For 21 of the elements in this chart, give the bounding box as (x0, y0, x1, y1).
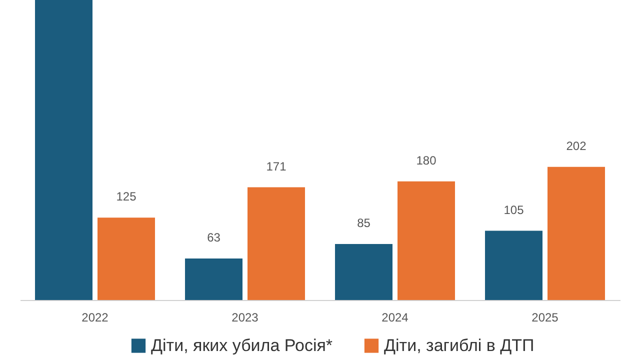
data-label: 171 (266, 159, 287, 174)
x-tick-label: 2025 (532, 310, 559, 324)
data-label: 202 (566, 138, 587, 153)
data-label: 125 (116, 190, 137, 204)
data-label: 105 (504, 202, 524, 217)
bar (485, 230, 542, 300)
bar (335, 244, 392, 300)
x-tick-label: 2022 (82, 310, 109, 324)
bar (548, 166, 605, 300)
bar (35, 0, 92, 300)
bar (98, 218, 155, 300)
data-label: 85 (357, 216, 371, 230)
data-label: 180 (416, 153, 437, 168)
bar (398, 181, 455, 300)
x-tick-label: 2024 (382, 310, 409, 324)
bar (185, 258, 242, 300)
legend-label: Діти, загиблі в ДТП (384, 336, 534, 355)
bar (248, 187, 305, 300)
x-tick-label: 2023 (232, 310, 259, 324)
legend-label: Діти, яких убила Росія* (151, 336, 333, 355)
data-label: 63 (207, 230, 221, 244)
